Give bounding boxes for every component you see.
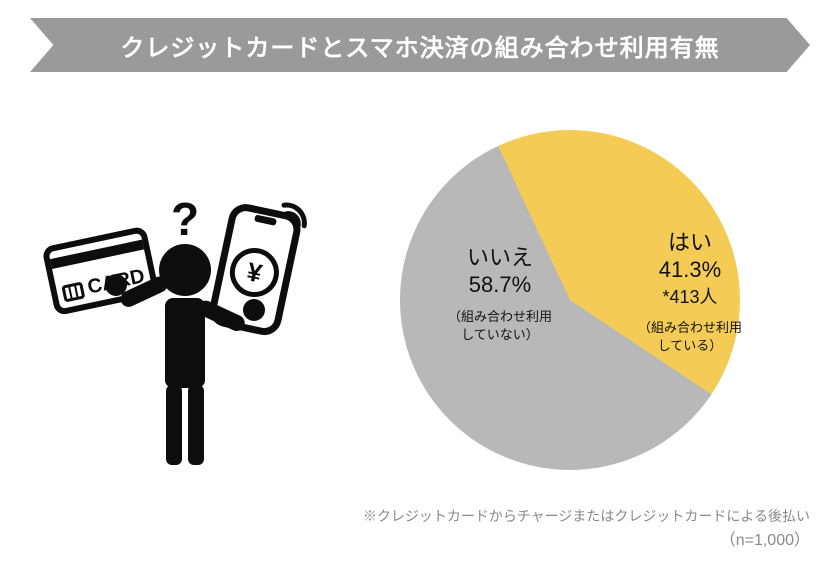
yes-percent: 41.3% — [610, 257, 770, 283]
no-label: いいえ — [425, 240, 575, 272]
footnote-text: ※クレジットカードからチャージまたはクレジットカードによる後払い — [363, 506, 810, 526]
no-sub: （組み合わせ利用 していない） — [425, 308, 575, 344]
question-mark-icon: ? — [171, 193, 199, 245]
yes-sub: （組み合わせ利用 している） — [610, 319, 770, 355]
title-band: クレジットカードとスマホ決済の組み合わせ利用有無 — [30, 18, 810, 72]
sample-size: （n=1,000） — [720, 526, 810, 550]
slice-label-yes: はい 41.3% *413人 （組み合わせ利用 している） — [610, 225, 770, 355]
infographic-canvas: クレジットカードとスマホ決済の組み合わせ利用有無 CARD ? ¥ — [0, 0, 840, 562]
slice-label-no: いいえ 58.7% （組み合わせ利用 していない） — [425, 240, 575, 344]
yes-count: *413人 — [610, 283, 770, 309]
no-percent: 58.7% — [425, 272, 575, 298]
page-title: クレジットカードとスマホ決済の組み合わせ利用有無 — [120, 28, 719, 63]
person-card-phone-icon: CARD ? ¥ — [40, 180, 330, 480]
yes-label: はい — [610, 225, 770, 257]
pie-chart: はい 41.3% *413人 （組み合わせ利用 している） いいえ 58.7% … — [380, 110, 760, 490]
